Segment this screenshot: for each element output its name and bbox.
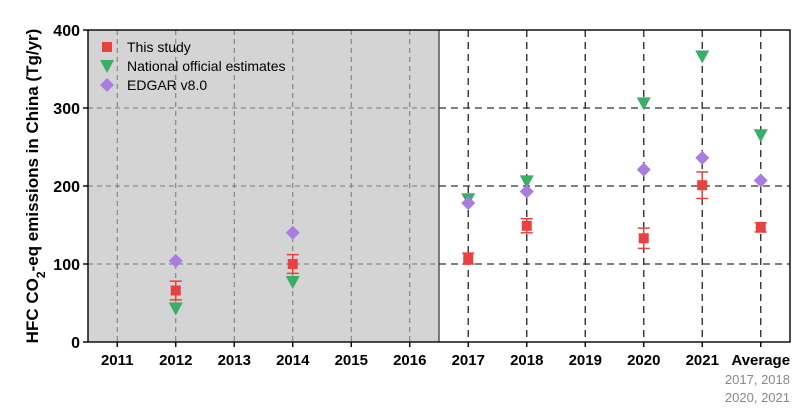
square-point (697, 180, 708, 191)
triangle-down-point (695, 50, 710, 64)
y-axis-label: HFC CO2-eq emissions in China (Tg/yr) (23, 29, 48, 344)
x-tick-label: 2018 (510, 352, 543, 369)
y-tick-label: 400 (53, 23, 80, 40)
triangle-down-point (168, 302, 183, 316)
legend-marker (102, 42, 112, 52)
average-note-line-2: 2020, 2021 (725, 390, 790, 405)
x-tick-label: 2012 (159, 352, 192, 369)
y-tick-label: 100 (53, 257, 80, 274)
square-point (755, 222, 766, 233)
diamond-point (168, 253, 183, 268)
square-point (170, 285, 181, 296)
diamond-point (461, 196, 476, 211)
x-tick-label: 2011 (101, 352, 134, 369)
x-tick-label: 2014 (276, 352, 310, 369)
triangle-down-point (285, 275, 300, 289)
legend-label: National official estimates (127, 58, 285, 74)
legend-marker (100, 78, 114, 92)
x-tick-label: 2019 (569, 352, 602, 369)
x-axis: 2011 2012 2013 2014 2015 2016 2017 2018 2019 2020… (101, 342, 790, 369)
y-axis-label-subscript: 2 (34, 271, 48, 278)
x-tick-label: 2016 (393, 352, 426, 369)
x-tick-label: 2015 (335, 352, 368, 369)
grid-lines (88, 30, 790, 342)
triangle-down-point (753, 129, 768, 143)
y-axis: 0 100 200 300 400 (53, 23, 88, 352)
legend-label: EDGAR v8.0 (127, 77, 207, 93)
square-point (638, 233, 649, 244)
x-tick-label: 2021 (686, 352, 719, 369)
y-axis-label-part-a: HFC CO (23, 278, 42, 343)
diamond-point (285, 225, 300, 240)
data-marks (168, 50, 768, 316)
x-tick-label: Average (731, 352, 790, 369)
triangle-down-point (519, 175, 534, 189)
y-tick-label: 300 (53, 101, 80, 118)
legend-marker (100, 60, 114, 73)
y-tick-label: 0 (71, 335, 80, 352)
legend-label: This study (127, 39, 191, 55)
x-tick-label: 2020 (627, 352, 660, 369)
x-tick-label: 2013 (218, 352, 251, 369)
square-point (463, 253, 474, 264)
triangle-down-point (636, 97, 651, 111)
diamond-point (636, 162, 651, 177)
x-tick-label: 2017 (452, 352, 485, 369)
diamond-point (695, 150, 710, 165)
y-tick-label: 200 (53, 179, 80, 196)
diamond-point (519, 184, 534, 199)
square-point (521, 220, 532, 231)
y-axis-label-part-b: -eq emissions in China (Tg/yr) (23, 29, 42, 272)
square-point (287, 259, 298, 269)
legend: This study National official estimates EDG… (100, 39, 285, 93)
average-note-line-1: 2017, 2018 (725, 372, 790, 387)
diamond-point (753, 173, 768, 188)
